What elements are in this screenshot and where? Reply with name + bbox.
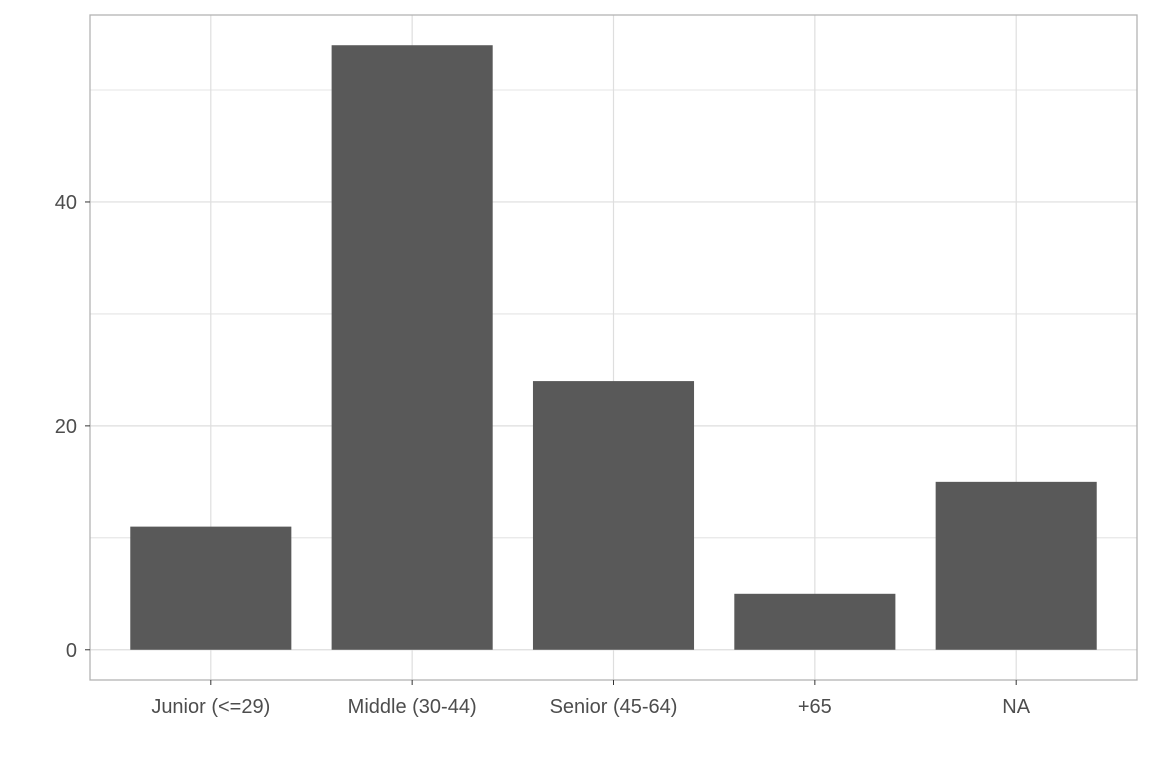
x-tick-label: Senior (45-64) [550,696,678,718]
x-tick-label: Middle (30-44) [348,696,477,718]
y-tick-label: 20 [55,416,77,438]
bar-3 [734,593,896,650]
y-tick-label: 0 [66,640,77,662]
bars [130,45,1097,650]
x-axis: Junior (<=29) Middle (30-44) Senior (45-64… [151,680,1031,718]
bar-0 [130,526,292,650]
x-tick-label: +65 [798,696,832,718]
bar-2 [532,381,695,650]
y-axis: 0 20 40 [55,192,90,662]
bar-4 [935,481,1097,650]
y-tick-label: 40 [55,192,77,214]
bar-1 [331,45,493,650]
x-tick-label: NA [1002,696,1030,718]
x-tick-label: Junior (<=29) [151,696,270,718]
